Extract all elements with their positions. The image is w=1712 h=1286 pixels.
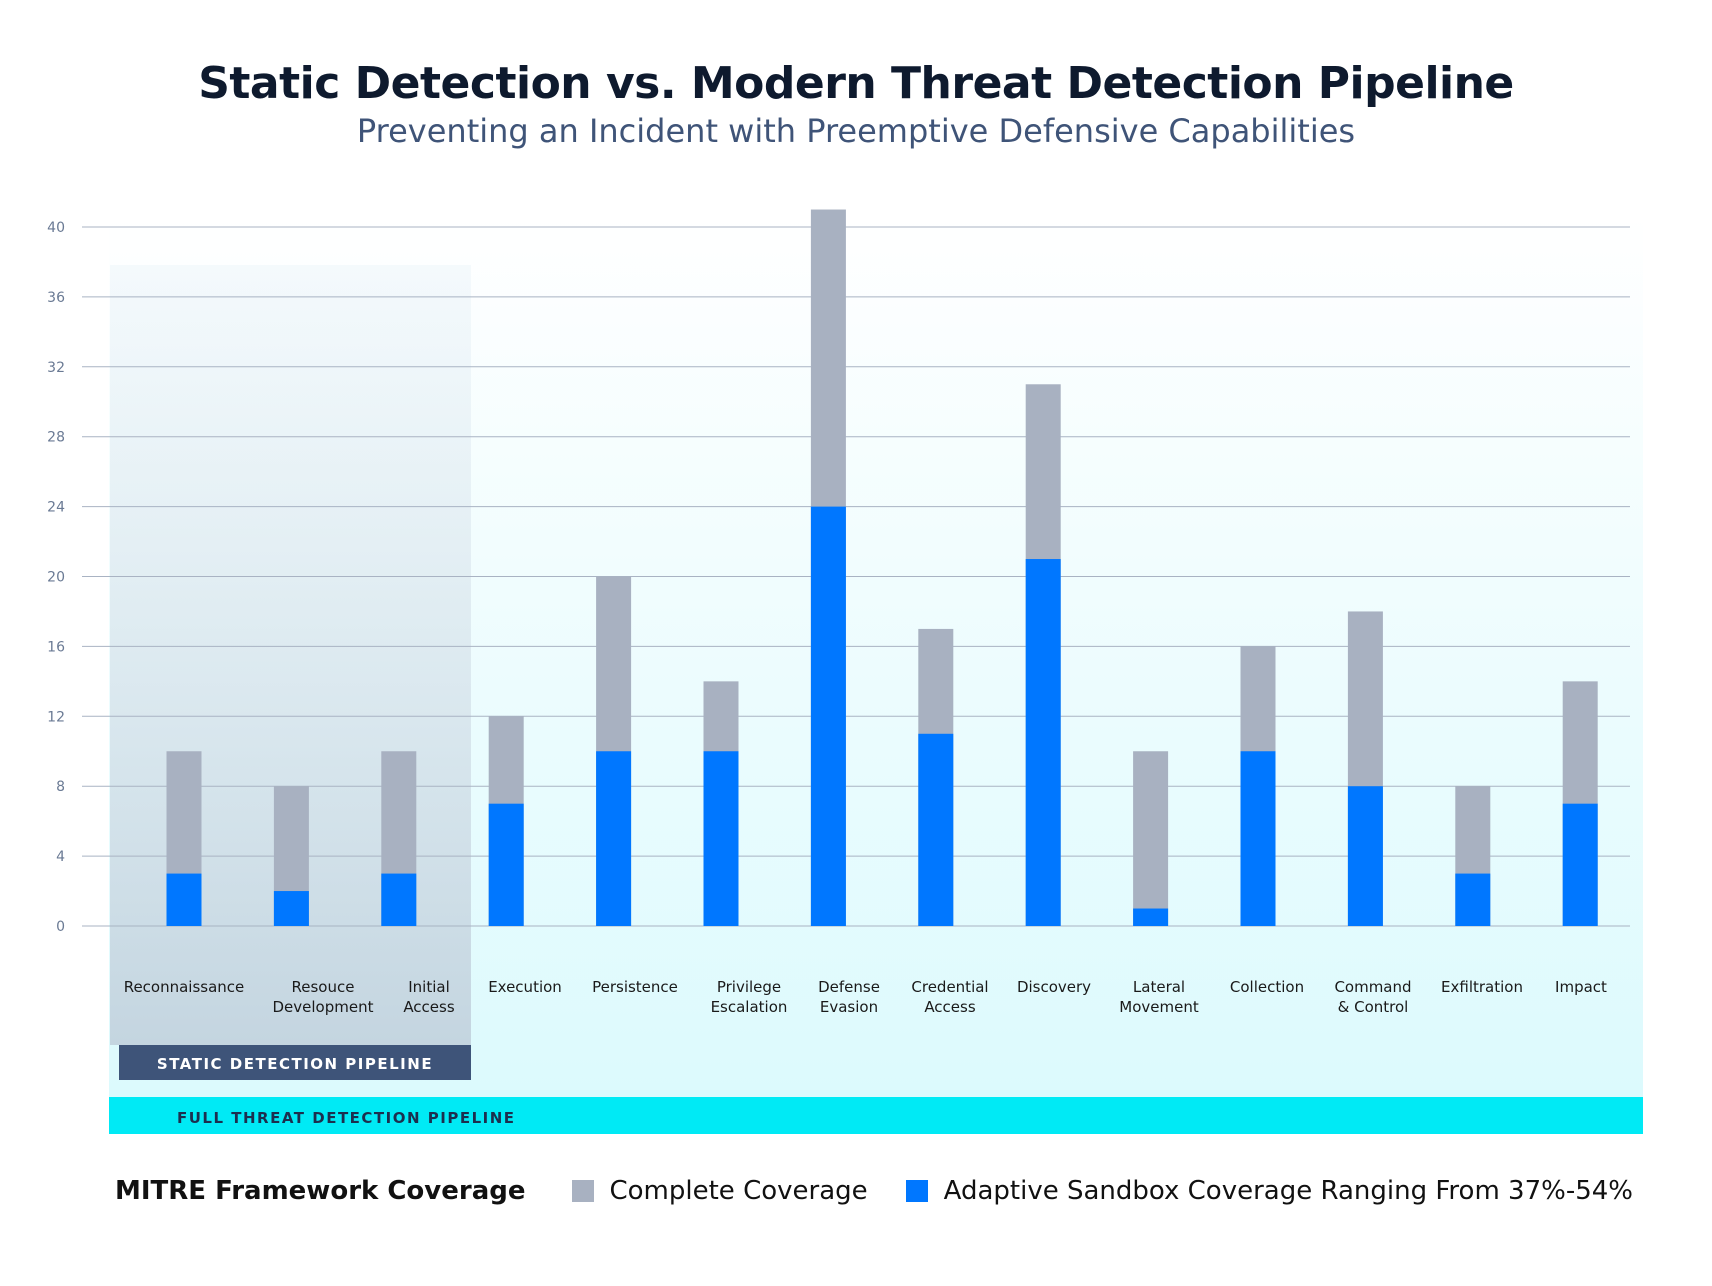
x-tick-label: Lateral <box>1133 978 1185 996</box>
chart-title: Static Detection vs. Modern Threat Detec… <box>198 58 1514 109</box>
bar-adaptive <box>273 891 309 926</box>
bar-adaptive <box>1133 908 1169 926</box>
x-tick-label: Command <box>1334 978 1411 996</box>
y-tick-label: 4 <box>56 849 65 865</box>
static-pipeline-label: STATIC DETECTION PIPELINE <box>157 1055 433 1073</box>
x-tick-label: Impact <box>1555 978 1607 996</box>
x-tick-label: Credential <box>911 978 988 996</box>
bar-adaptive <box>381 873 417 926</box>
bar-adaptive <box>1025 559 1061 926</box>
y-tick-label: 0 <box>56 919 65 935</box>
x-tick-label: Initial <box>408 978 450 996</box>
y-tick-label: 8 <box>56 779 65 795</box>
y-tick-label: 32 <box>47 360 65 376</box>
x-tick-label: Escalation <box>711 998 788 1016</box>
x-tick-label: Access <box>403 998 455 1016</box>
x-tick-label: Evasion <box>820 998 878 1016</box>
full-pipeline-banner <box>109 1097 1643 1134</box>
bar-adaptive <box>703 751 739 926</box>
legend-item-complete: Complete Coverage <box>571 1176 868 1206</box>
legend-label-adaptive: Adaptive Sandbox Coverage Ranging From 3… <box>943 1176 1634 1206</box>
y-tick-label: 28 <box>47 430 65 446</box>
bar-adaptive <box>918 733 954 926</box>
y-tick-label: 12 <box>47 709 65 725</box>
x-tick-label: Exfiltration <box>1441 978 1523 996</box>
bar-adaptive <box>488 803 524 926</box>
x-tick-label: Defense <box>818 978 880 996</box>
x-tick-label: & Control <box>1338 998 1409 1016</box>
legend: MITRE Framework Coverage Complete Covera… <box>115 1176 1671 1206</box>
y-tick-label: 20 <box>47 570 65 586</box>
y-tick-label: 40 <box>47 220 65 236</box>
static-pipeline-banner <box>119 1045 471 1080</box>
y-tick-label: 24 <box>47 500 65 516</box>
x-tick-label: Persistence <box>592 978 678 996</box>
legend-swatch-adaptive <box>905 1180 928 1202</box>
legend-label-complete: Complete Coverage <box>609 1176 868 1206</box>
chart-subtitle: Preventing an Incident with Preemptive D… <box>356 112 1356 150</box>
bar-adaptive <box>1347 786 1383 926</box>
x-tick-label: Movement <box>1119 998 1199 1016</box>
x-tick-label: Privilege <box>717 978 781 996</box>
bar-adaptive <box>1455 873 1491 926</box>
x-tick-label: Execution <box>488 978 562 996</box>
legend-title: MITRE Framework Coverage <box>115 1176 526 1206</box>
x-tick-label: Reconnaissance <box>124 978 245 996</box>
x-tick-label: Discovery <box>1017 978 1091 996</box>
full-pipeline-label: FULL THREAT DETECTION PIPELINE <box>177 1109 516 1127</box>
bar-adaptive <box>166 873 202 926</box>
x-tick-label: Development <box>273 998 374 1016</box>
x-tick-label: Access <box>924 998 976 1016</box>
static-pipeline-region <box>110 265 471 1045</box>
y-tick-label: 16 <box>47 639 65 655</box>
bar-complete <box>1133 751 1169 926</box>
legend-item-adaptive: Adaptive Sandbox Coverage Ranging From 3… <box>905 1176 1634 1206</box>
bar-adaptive <box>596 751 632 926</box>
bar-adaptive <box>1240 751 1276 926</box>
legend-swatch-complete <box>571 1180 594 1202</box>
y-tick-label: 36 <box>47 290 65 306</box>
x-tick-label: Collection <box>1230 978 1304 996</box>
bar-adaptive <box>810 506 846 926</box>
bar-adaptive <box>1562 803 1598 926</box>
x-tick-label: Resouce <box>292 978 355 996</box>
